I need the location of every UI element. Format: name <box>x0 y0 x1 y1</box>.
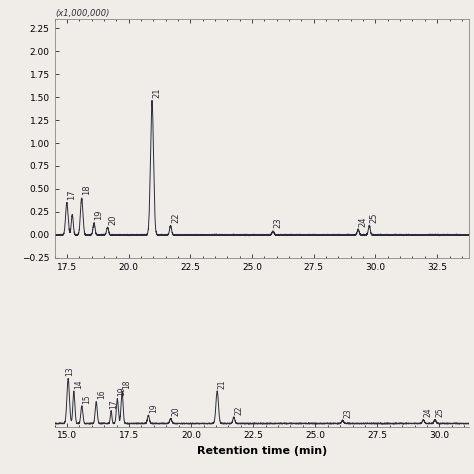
Text: 22: 22 <box>171 212 180 223</box>
Text: 23: 23 <box>343 408 352 418</box>
X-axis label: Retention time (min): Retention time (min) <box>197 446 327 456</box>
Text: 21: 21 <box>218 379 227 389</box>
Text: 19: 19 <box>94 210 103 220</box>
Text: 14: 14 <box>74 379 83 389</box>
Text: 24: 24 <box>424 408 433 417</box>
Text: 21: 21 <box>153 88 162 98</box>
Text: 19: 19 <box>149 403 158 413</box>
Text: 20: 20 <box>108 214 117 225</box>
Text: 17: 17 <box>67 189 76 200</box>
Text: 22: 22 <box>234 405 243 415</box>
Text: 16: 16 <box>97 390 106 399</box>
Text: 15: 15 <box>82 394 91 403</box>
Text: 18: 18 <box>82 185 91 195</box>
Text: 17: 17 <box>109 399 118 409</box>
Text: 23: 23 <box>273 218 283 228</box>
Text: 20: 20 <box>171 406 180 416</box>
Text: 18: 18 <box>123 379 132 389</box>
Text: 13: 13 <box>65 366 74 375</box>
Text: 19: 19 <box>118 386 127 396</box>
Text: (x1,000,000): (x1,000,000) <box>56 9 110 18</box>
Text: 24: 24 <box>359 216 368 227</box>
Text: 25: 25 <box>436 408 445 417</box>
Text: 25: 25 <box>370 212 379 223</box>
